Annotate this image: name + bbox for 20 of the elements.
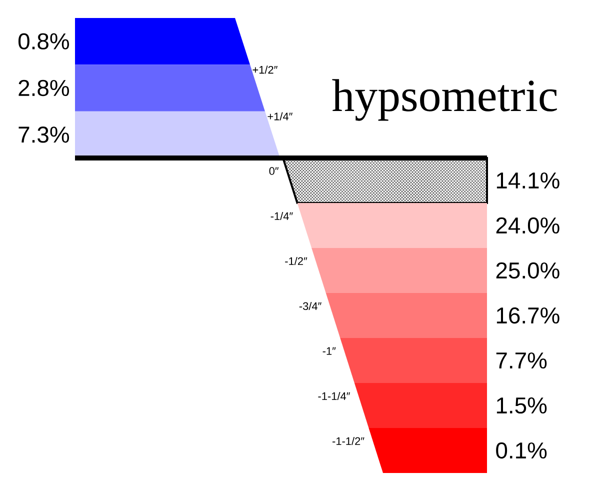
text: -3/4″ <box>299 302 322 310</box>
data-label: 0.1% <box>496 442 547 459</box>
data-label: 7.7% <box>496 352 547 369</box>
data-label: 24.0% <box>496 217 560 234</box>
text: -1-1/4″ <box>318 392 350 400</box>
data-label: 2.8% <box>18 80 69 96</box>
text: -1/2″ <box>285 256 308 266</box>
data-label: 14.1% <box>496 172 560 189</box>
text: hypsometric <box>332 79 557 121</box>
data-label: 25.0% <box>496 262 560 279</box>
text: -1″ <box>322 347 336 355</box>
text: +1/4″ <box>268 112 293 120</box>
text: -1-1/2″ <box>332 436 364 446</box>
data-label: 7.3% <box>18 126 69 143</box>
data-label: 1.5% <box>496 397 547 414</box>
text: +1/2″ <box>252 66 278 74</box>
text: -1/4″ <box>270 212 293 220</box>
text: 0″ <box>269 167 279 175</box>
data-label: 0.8% <box>18 33 69 50</box>
data-label: 16.7% <box>496 307 560 324</box>
